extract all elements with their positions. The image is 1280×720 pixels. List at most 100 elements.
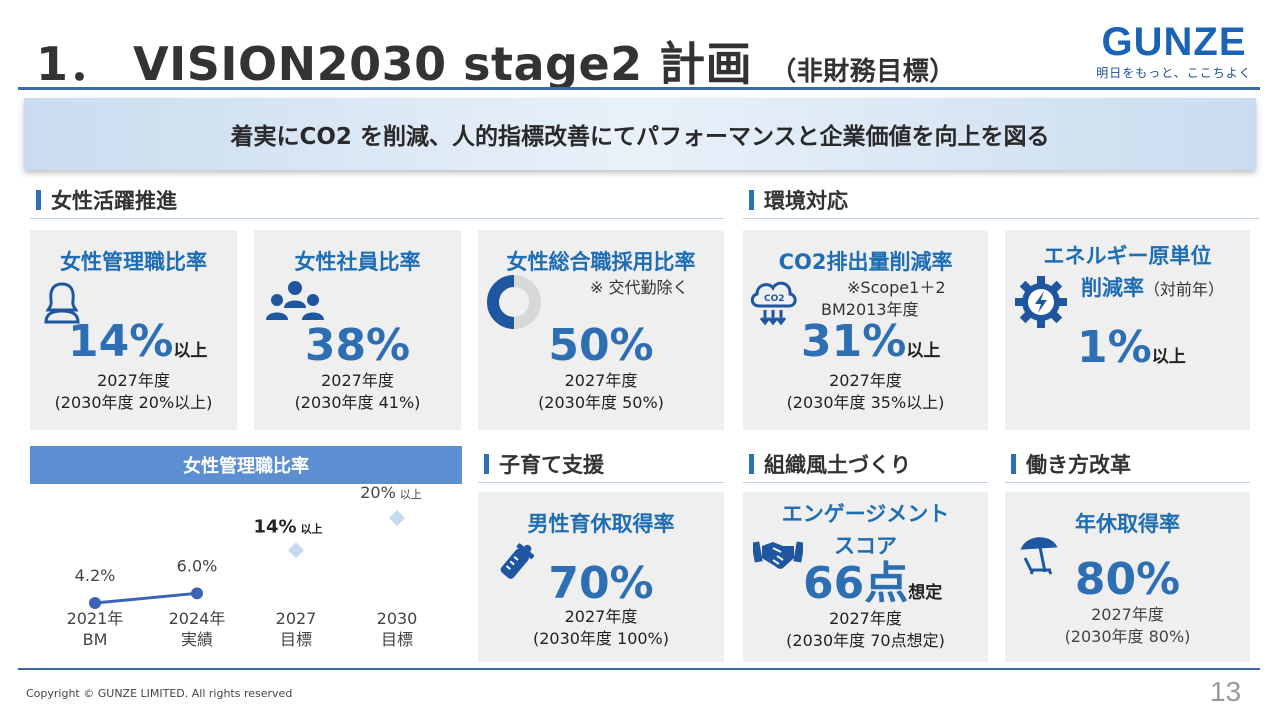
data-label: 14% 以上 xyxy=(253,516,322,537)
section-marker xyxy=(484,453,489,474)
footer-divider xyxy=(18,668,1260,670)
card-value: 66点 xyxy=(803,558,909,609)
section-culture-label: 組織風土づくり xyxy=(764,452,911,477)
page-number: 13 xyxy=(1210,676,1242,707)
card-value: 14% xyxy=(68,316,174,367)
card-year: 2027年度 xyxy=(564,371,638,390)
card-employee-ratio: 女性社員比率 38% 2027年度 (2030年度 41%) xyxy=(254,230,461,430)
section-env: 環境対応 xyxy=(743,181,1259,219)
card-leave: 年休取得率 80% 2027年度 (2030年度 80%) xyxy=(1005,492,1250,662)
data-label-suffix: 以上 xyxy=(301,521,323,535)
card-suffix: 以上 xyxy=(906,341,941,361)
card-note-bm: BM2013年度 xyxy=(821,300,919,319)
card-note-scope: ※Scope1＋2 xyxy=(847,278,946,297)
card-title-line2: スコア xyxy=(834,534,897,558)
card-title: 女性総合職採用比率 xyxy=(506,250,696,274)
section-childcare-label: 子育て支援 xyxy=(499,452,604,477)
card-year: 2027年度 xyxy=(829,609,902,628)
card-mgmt-ratio: 女性管理職比率 14%以上 2027年度 (2030年度 20%以上) xyxy=(30,230,237,430)
card-engagement: エンゲージメント スコア 66点想定 2027年度 (2030年度 70点想定) xyxy=(743,492,988,662)
card-target: (2030年度 35%以上) xyxy=(786,393,945,412)
handshake-icon xyxy=(753,541,803,569)
card-paternity: 男性育休取得率 70% 2027年度 (2030年度 100%) xyxy=(478,492,724,662)
donut-icon xyxy=(487,275,541,329)
target-marker xyxy=(288,542,304,559)
card-year: 2027年度 xyxy=(1091,605,1164,624)
card-value: 50% xyxy=(548,320,654,371)
section-culture: 組織風土づくり xyxy=(743,445,988,483)
section-marker xyxy=(749,453,754,474)
logo-tagline: 明日をもっと、ここちよく xyxy=(1096,66,1252,80)
card-value: 38% xyxy=(304,320,411,371)
title-number: 1． xyxy=(36,37,116,91)
logo-word: GUNZE xyxy=(1101,20,1247,64)
data-label-suffix: 以上 xyxy=(400,488,422,501)
section-childcare: 子育て支援 xyxy=(478,445,724,483)
actual-point xyxy=(191,587,203,600)
target-marker xyxy=(389,510,405,526)
card-title-line1: エネルギー原単位 xyxy=(1043,244,1212,268)
x-tick-label: 2024年 xyxy=(169,609,226,628)
card-suffix: 以上 xyxy=(173,341,208,361)
card-title: CO2排出量削減率 xyxy=(778,250,953,274)
card-title-line1: エンゲージメント xyxy=(781,502,950,526)
svg-text:CO2: CO2 xyxy=(764,294,785,304)
x-tick-label: 2027 xyxy=(276,609,317,628)
card-energy: エネルギー原単位 削減率（対前年） 1%以上 xyxy=(1005,230,1250,430)
actual-series-line xyxy=(94,591,198,605)
card-suffix: 以上 xyxy=(1151,347,1186,367)
section-marker xyxy=(1011,453,1016,474)
data-label: 4.2% xyxy=(75,566,116,585)
card-title: 女性管理職比率 xyxy=(60,250,207,274)
card-value-row: 31%以上 xyxy=(801,320,940,364)
data-label: 20% 以上 xyxy=(360,486,422,502)
page-title: 1． VISION2030 stage2 計画 （非財務目標） xyxy=(36,28,956,94)
card-target: (2030年度 20%以上) xyxy=(54,393,213,412)
card-suffix: 想定 xyxy=(908,583,943,603)
card-title: 年休取得率 xyxy=(1075,512,1180,536)
company-logo: GUNZE 明日をもっと、ここちよく xyxy=(1090,22,1258,81)
card-year: 2027年度 xyxy=(564,607,638,626)
woman-icon xyxy=(44,282,80,324)
x-tick-label: 目標 xyxy=(280,630,312,649)
actual-point xyxy=(89,597,101,609)
card-title-line2: 削減率（対前年） xyxy=(1055,272,1250,302)
x-tick-label: 実績 xyxy=(181,630,213,649)
card-title: 男性育休取得率 xyxy=(527,512,675,536)
card-target: (2030年度 41%) xyxy=(294,393,421,412)
x-tick-label: 2021年 xyxy=(67,609,124,628)
message-banner: 着実にCO2 を削減、人的指標改善にてパフォーマンスと企業価値を向上を図る xyxy=(24,98,1256,170)
card-title: 削減率 xyxy=(1080,276,1144,300)
card-year: 2027年度 xyxy=(829,371,902,390)
section-workstyle-label: 働き方改革 xyxy=(1026,452,1131,477)
section-workstyle: 働き方改革 xyxy=(1005,445,1250,483)
chart-title: 女性管理職比率 xyxy=(30,446,462,484)
section-env-label: 環境対応 xyxy=(764,188,848,213)
card-career-hire: 女性総合職採用比率 ※ 交代勤除く 50% 2027年度 (2030年度 50%… xyxy=(478,230,724,430)
card-value-row: 1%以上 xyxy=(1077,326,1186,370)
card-target: (2030年度 70点想定) xyxy=(786,631,945,650)
section-marker xyxy=(749,189,754,210)
card-value: 31% xyxy=(801,316,907,367)
x-tick-label: 2030 xyxy=(377,609,418,628)
card-target: (2030年度 80%) xyxy=(1064,627,1191,646)
section-women-label: 女性活躍推進 xyxy=(51,188,177,213)
card-value: 80% xyxy=(1074,554,1181,605)
card-value-row: 14%以上 xyxy=(68,320,207,364)
section-marker xyxy=(36,189,41,210)
section-women: 女性活躍推進 xyxy=(30,181,724,219)
card-value: 70% xyxy=(548,558,654,609)
cloud-co2-icon: CO2 xyxy=(750,281,797,326)
x-tick-label: BM xyxy=(83,630,108,649)
card-note: ※ 交代勤除く xyxy=(590,278,689,297)
card-target: (2030年度 100%) xyxy=(532,629,670,648)
title-subtitle: （非財務目標） xyxy=(770,57,956,87)
card-value: 1% xyxy=(1077,322,1152,373)
header-divider xyxy=(18,87,1260,90)
card-value-row: 66点想定 xyxy=(803,562,942,606)
card-year: 2027年度 xyxy=(321,371,394,390)
data-label: 6.0% xyxy=(177,556,218,575)
gear-bolt-icon xyxy=(1015,276,1067,328)
beach-chair-icon xyxy=(1020,537,1058,575)
